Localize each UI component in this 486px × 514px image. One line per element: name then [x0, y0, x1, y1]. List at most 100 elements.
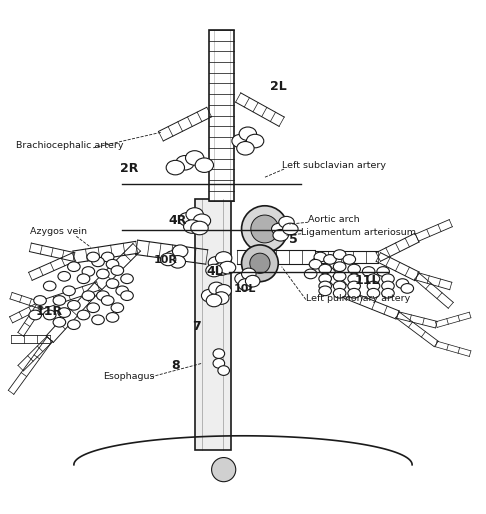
Ellipse shape: [213, 292, 229, 304]
Ellipse shape: [213, 349, 225, 358]
Text: Azygos vein: Azygos vein: [31, 227, 87, 236]
Ellipse shape: [232, 134, 249, 148]
Ellipse shape: [97, 291, 109, 301]
Ellipse shape: [166, 160, 185, 175]
Ellipse shape: [219, 261, 236, 274]
Ellipse shape: [309, 260, 322, 269]
Ellipse shape: [367, 274, 380, 284]
Ellipse shape: [29, 310, 41, 320]
Ellipse shape: [206, 264, 222, 277]
Text: Brachiocephalic artery: Brachiocephalic artery: [16, 141, 123, 150]
Ellipse shape: [121, 274, 133, 284]
Ellipse shape: [245, 276, 260, 287]
Ellipse shape: [215, 252, 232, 264]
Ellipse shape: [213, 358, 225, 368]
Ellipse shape: [193, 214, 210, 228]
Ellipse shape: [111, 266, 123, 276]
Ellipse shape: [184, 220, 201, 233]
Ellipse shape: [106, 260, 119, 269]
Ellipse shape: [283, 223, 298, 235]
Ellipse shape: [396, 279, 409, 288]
Ellipse shape: [176, 156, 194, 170]
Ellipse shape: [235, 273, 249, 285]
Ellipse shape: [68, 320, 80, 329]
Text: 4L: 4L: [207, 265, 224, 278]
Text: 5: 5: [289, 233, 297, 247]
Ellipse shape: [272, 223, 287, 235]
Ellipse shape: [246, 134, 264, 148]
Ellipse shape: [97, 269, 109, 279]
Ellipse shape: [68, 301, 80, 310]
Ellipse shape: [208, 282, 224, 295]
Ellipse shape: [367, 281, 380, 291]
Ellipse shape: [34, 296, 46, 305]
Circle shape: [250, 253, 270, 273]
Ellipse shape: [53, 318, 66, 327]
Ellipse shape: [382, 288, 394, 298]
Ellipse shape: [333, 250, 346, 260]
Ellipse shape: [377, 267, 389, 277]
Ellipse shape: [53, 296, 66, 305]
Ellipse shape: [43, 281, 56, 291]
Ellipse shape: [319, 286, 331, 296]
Ellipse shape: [165, 251, 181, 263]
Ellipse shape: [195, 158, 213, 172]
Ellipse shape: [186, 208, 203, 221]
Ellipse shape: [121, 291, 133, 301]
Text: Ligamentum arteriosum: Ligamentum arteriosum: [301, 228, 416, 237]
Ellipse shape: [179, 213, 196, 226]
Ellipse shape: [333, 288, 346, 298]
Ellipse shape: [218, 366, 229, 375]
Ellipse shape: [304, 269, 317, 279]
Ellipse shape: [213, 263, 229, 276]
Ellipse shape: [319, 264, 331, 274]
Text: 2R: 2R: [120, 162, 138, 175]
Ellipse shape: [102, 296, 114, 305]
Text: Left pulmonary artery: Left pulmonary artery: [306, 295, 410, 303]
Ellipse shape: [160, 253, 176, 266]
Ellipse shape: [82, 267, 95, 277]
Ellipse shape: [58, 308, 70, 318]
Ellipse shape: [363, 267, 375, 277]
Ellipse shape: [273, 229, 288, 241]
Circle shape: [242, 206, 288, 252]
Ellipse shape: [106, 279, 119, 288]
Text: 8: 8: [172, 359, 180, 372]
FancyBboxPatch shape: [195, 199, 231, 450]
Ellipse shape: [333, 281, 346, 291]
Ellipse shape: [77, 274, 90, 284]
Ellipse shape: [367, 288, 380, 298]
Ellipse shape: [343, 254, 356, 264]
Ellipse shape: [319, 274, 331, 284]
Ellipse shape: [92, 257, 104, 267]
Text: 10L: 10L: [233, 284, 256, 294]
Ellipse shape: [314, 252, 327, 262]
Ellipse shape: [58, 271, 70, 281]
Ellipse shape: [191, 221, 208, 235]
Ellipse shape: [68, 262, 80, 271]
Ellipse shape: [208, 256, 225, 269]
Ellipse shape: [82, 291, 95, 301]
Ellipse shape: [237, 141, 254, 155]
Ellipse shape: [173, 245, 188, 258]
Ellipse shape: [216, 285, 231, 297]
Ellipse shape: [111, 303, 123, 313]
Ellipse shape: [333, 262, 346, 271]
Ellipse shape: [87, 252, 100, 262]
Ellipse shape: [333, 271, 346, 281]
Text: Aortic arch: Aortic arch: [308, 215, 360, 224]
Ellipse shape: [348, 281, 361, 291]
Ellipse shape: [239, 127, 257, 140]
Ellipse shape: [279, 216, 294, 228]
Ellipse shape: [324, 254, 336, 264]
Ellipse shape: [382, 281, 394, 291]
Text: Left subclavian artery: Left subclavian artery: [282, 160, 386, 170]
Text: Esophagus: Esophagus: [103, 372, 155, 381]
Ellipse shape: [382, 274, 394, 284]
Ellipse shape: [201, 289, 217, 302]
Ellipse shape: [238, 279, 253, 290]
Ellipse shape: [92, 315, 104, 325]
Ellipse shape: [348, 274, 361, 284]
Ellipse shape: [77, 310, 90, 320]
Ellipse shape: [63, 286, 75, 296]
